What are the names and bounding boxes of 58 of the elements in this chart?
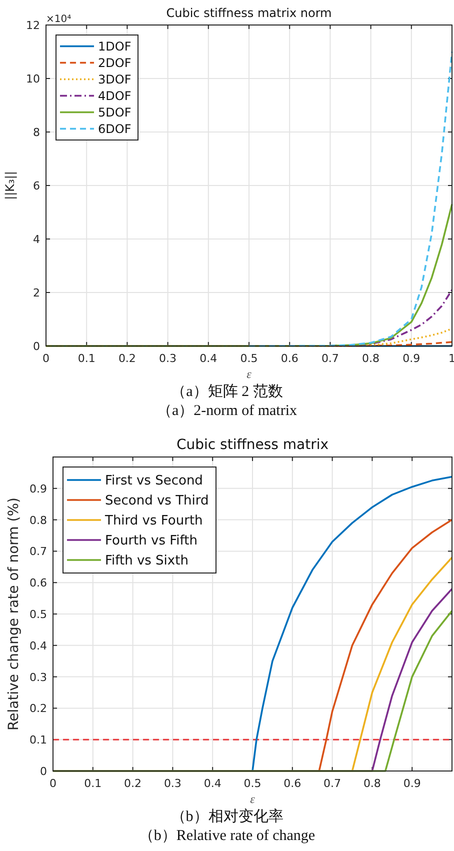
x-tick-label: 0.1 [84,777,102,790]
text: （a）2-norm of matrix [157,403,298,419]
x-tick-label: 0.4 [200,352,218,365]
y-axis-title: ||K₃|| [3,171,17,200]
y-axis-title: Relative change rate of norm (%) [6,498,22,730]
annotation: ×10⁴ [46,14,72,25]
chart-title: Cubic stiffness matrix norm [166,6,332,20]
y-tick-label: 0.3 [30,670,47,684]
x-tick-label: 0.8 [363,777,381,790]
x-axis-title: ε [250,792,256,806]
y-tick-label: 0.1 [30,734,47,747]
y-tick-label: 0 [33,340,40,353]
legend-label: 6DOF [98,122,132,136]
text: （b）相对变化率 [170,808,284,825]
legend-label: Fourth vs Fifth [105,534,198,549]
x-tick-label: 0.1 [78,352,96,365]
y-tick-label: 10 [26,72,40,86]
x-tick-label: 0.6 [284,777,302,790]
y-tick-label: 0.2 [30,702,47,716]
x-tick-label: 0.9 [402,352,420,365]
y-tick-label: 0.5 [30,608,47,621]
x-tick-label: 0.2 [118,352,136,365]
legend-label: 2DOF [98,56,132,70]
x-tick-label: 0.3 [159,352,177,365]
x-tick-label: 0.6 [280,352,298,365]
y-tick-label: 0.9 [30,482,47,496]
legend-label: 3DOF [98,72,132,86]
x-tick-label: 0.7 [321,352,339,365]
x-tick-label: 0.9 [403,777,421,790]
y-tick-label: 6 [33,180,40,192]
legend-label: Third vs Fourth [104,514,203,529]
x-tick-label: 0.3 [164,777,182,790]
text: （b）Relative rate of change [138,828,316,844]
x-tick-label: 0.7 [324,777,342,790]
legend-label: First vs Second [105,474,203,489]
y-tick-label: 0.4 [30,639,47,652]
x-axis-title: ε [246,367,252,381]
y-tick-label: 8 [33,126,40,139]
y-tick-label: 4 [33,233,40,246]
y-tick-label: 2 [33,286,40,300]
text: （a）矩阵 2 范数 [171,383,283,400]
x-tick-label: 0.2 [124,777,142,790]
chart-title: Cubic stiffness matrix [176,437,329,453]
x-tick-label: 0 [50,777,56,790]
x-tick-label: 0.8 [362,352,380,365]
x-tick-label: 0.5 [240,352,258,365]
legend-label: 5DOF [98,105,132,120]
x-tick-label: 0.4 [204,777,222,790]
y-tick-label: 12 [26,19,40,32]
x-tick-label: 0.5 [244,777,262,790]
legend-label: Second vs Third [105,494,209,509]
y-tick-label: 0.7 [30,545,47,558]
y-tick-label: 0.6 [30,576,47,590]
legend-label: 4DOF [98,88,132,103]
y-tick-label: 0 [40,765,47,778]
legend-label: Fifth vs Sixth [105,554,188,569]
legend-label: 1DOF [98,39,132,54]
y-tick-label: 0.8 [30,514,47,527]
